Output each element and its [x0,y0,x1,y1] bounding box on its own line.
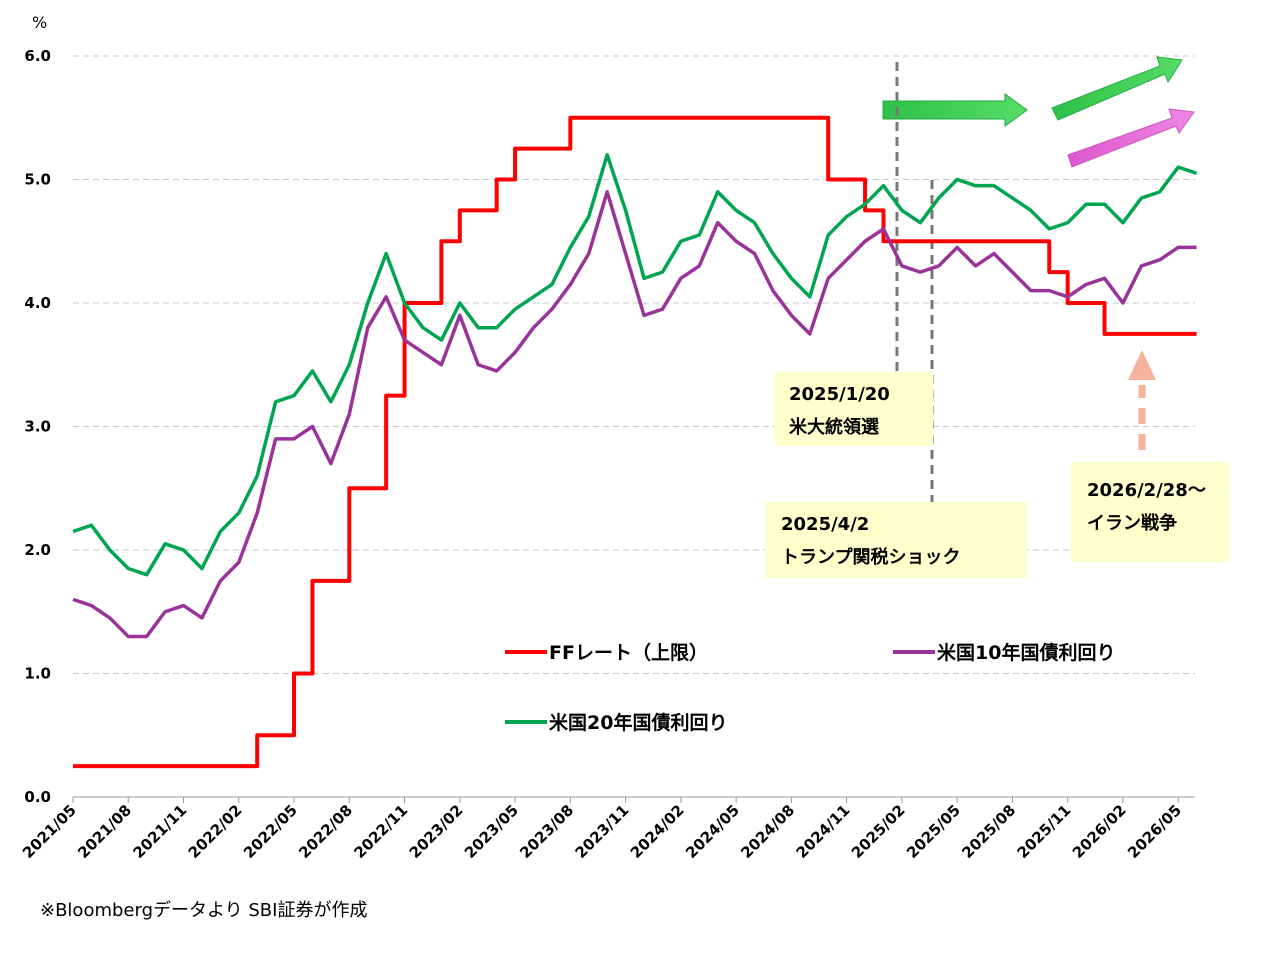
x-tick-label: 2023/11 [572,801,633,862]
x-tick-label: 2022/11 [350,801,411,862]
footnote: ※Bloombergデータより SBI証券が作成 [40,900,367,921]
x-tick-label: 2024/11 [793,801,854,862]
x-tick-label: 2024/08 [737,801,798,862]
annotation-text: トランプ関税ショック [781,546,960,568]
y-tick-label: 1.0 [24,665,51,683]
x-tick-label: 2025/02 [848,801,909,862]
annotation-text: 2025/1/20 [789,384,890,405]
y-tick-label: 3.0 [24,418,51,436]
series-line [73,115,1197,769]
x-tick-label: 2026/02 [1069,801,1130,862]
y-tick-label: 6.0 [24,47,51,65]
arrow [882,93,1028,127]
legend-label: 米国10年国債利回り [937,641,1115,664]
annotation-text: イラン戦争 [1087,512,1177,534]
y-tick-label: 5.0 [24,171,51,189]
x-tick-label: 2025/08 [958,801,1019,862]
x-tick-label: 2024/05 [682,801,743,862]
annotation-box [765,502,1027,578]
x-tick-label: 2021/11 [129,801,190,862]
x-tick-label: 2022/08 [295,801,356,862]
x-tick-label: 2025/11 [1014,801,1075,862]
arrow [1128,350,1156,380]
annotation-box [1071,462,1229,562]
x-tick-label: 2025/05 [903,801,964,862]
y-tick-label: 0.0 [24,788,51,806]
x-tick-label: 2023/05 [461,801,522,862]
legend-label: 米国20年国債利回り [549,711,727,734]
y-tick-label: 4.0 [24,294,51,312]
annotation-text: 米大統領選 [789,416,879,438]
x-tick-label: 2024/02 [627,801,688,862]
arrow [1051,56,1183,121]
x-tick-label: 2021/08 [74,801,135,862]
annotation-box [775,372,933,446]
y-unit: % [32,13,47,32]
x-tick-label: 2021/05 [19,801,80,862]
series-line [72,153,1198,577]
series-line [72,190,1197,639]
x-tick-label: 2023/08 [516,801,577,862]
x-tick-label: 2023/02 [406,801,467,862]
legend-label: FFレート（上限） [549,641,708,664]
arrow [1067,108,1195,168]
annotation-text: 2026/2/28～ [1087,480,1206,501]
annotation-text: 2025/4/2 [781,514,869,535]
y-tick-label: 2.0 [24,541,51,559]
x-tick-label: 2022/05 [240,801,301,862]
x-tick-label: 2022/02 [185,801,246,862]
x-tick-label: 2026/05 [1124,801,1185,862]
